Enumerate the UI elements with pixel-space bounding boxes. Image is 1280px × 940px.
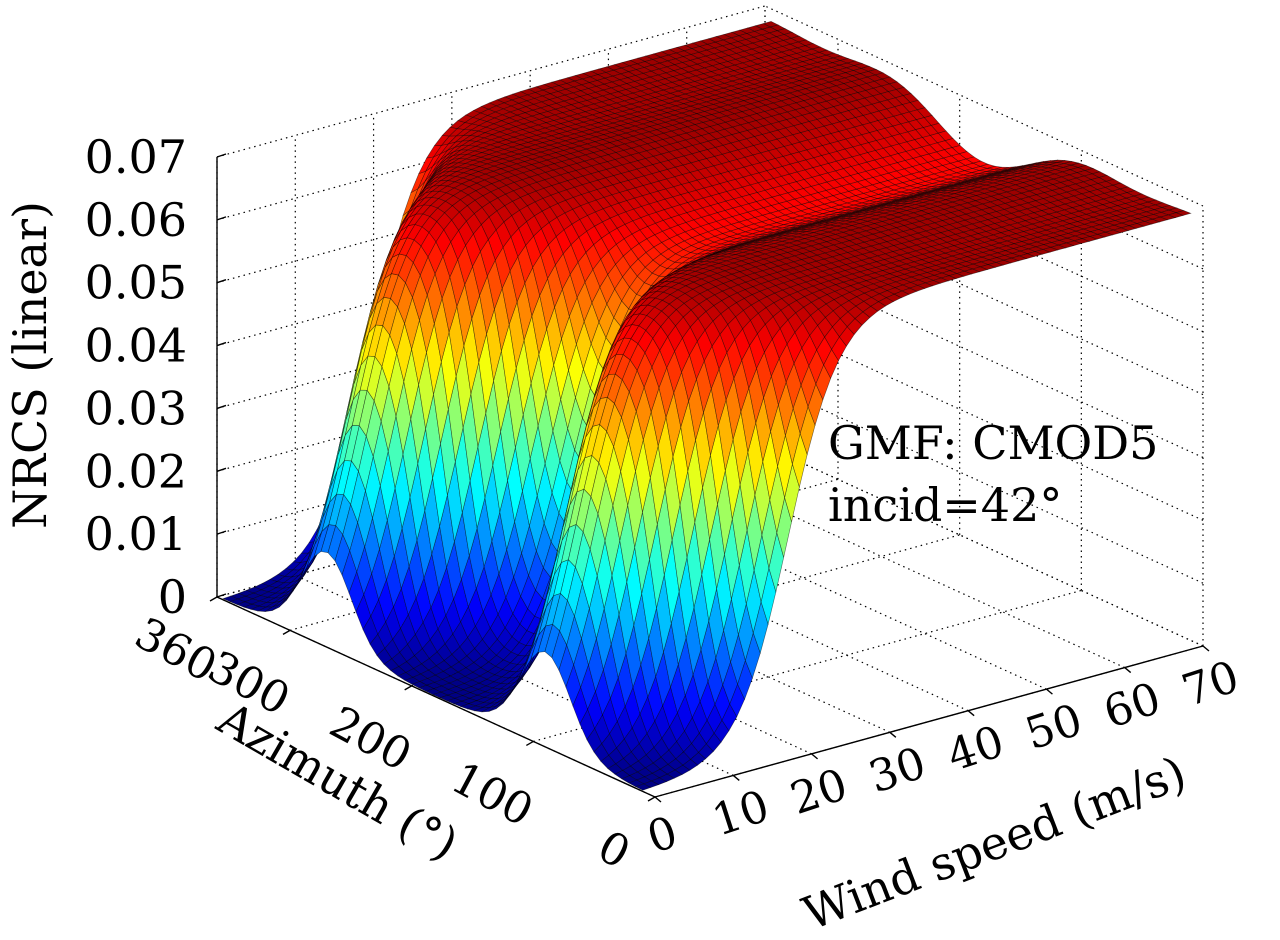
y-tick-mark (525, 740, 534, 747)
z-tick-mark (216, 341, 227, 347)
z-tick-label: 0.07 (85, 130, 187, 184)
x-tick-label: 40 (941, 716, 1010, 782)
x-tick-mark (967, 710, 975, 717)
back-wall-grid-line (216, 5, 766, 158)
annotation-gmf: GMF: CMOD5 (828, 416, 1158, 470)
annotation-incidence: incid=42° (828, 478, 1062, 532)
y-tick-mark (282, 629, 291, 635)
x-tick-mark (732, 774, 740, 781)
z-tick-label: 0.03 (85, 381, 187, 435)
y-tick-mark (209, 596, 218, 602)
y-tick-mark (647, 796, 656, 802)
z-tick-label: 0.02 (85, 444, 187, 498)
x-tick-label: 60 (1098, 673, 1167, 739)
surface-facet (494, 246, 511, 290)
x-tick-label: 0 (641, 807, 683, 864)
x-tick-label: 20 (785, 759, 854, 825)
surface-facet (532, 254, 548, 297)
z-tick-mark (216, 467, 227, 472)
z-tick-mark (216, 279, 227, 284)
z-tick-label: 0 (158, 570, 187, 624)
x-tick-mark (1045, 688, 1053, 695)
z-tick-mark (216, 404, 227, 410)
y-tick-label: 0 (589, 821, 638, 879)
z-tick-label: 0.06 (85, 193, 187, 247)
x-tick-label: 10 (706, 781, 775, 847)
z-tick-mark (216, 530, 227, 535)
x-tick-mark (654, 796, 662, 803)
x-tick-label: 50 (1019, 694, 1088, 760)
surface-layer (222, 21, 1192, 791)
x-tick-mark (1124, 667, 1132, 674)
z-tick-label: 0.05 (85, 256, 187, 310)
z-tick-label: 0.04 (85, 319, 187, 373)
z-tick-mark (216, 593, 227, 598)
surface-facet (517, 244, 534, 284)
x-tick-label: 70 (1176, 651, 1245, 717)
x-tick-mark (889, 731, 897, 738)
x-tick-mark (811, 753, 819, 760)
x-axis-label: Wind speed (m/s) (796, 745, 1194, 935)
z-tick-mark (216, 153, 227, 158)
y-tick-mark (404, 685, 413, 691)
x-tick-label: 30 (863, 738, 932, 804)
z-tick-mark (216, 216, 227, 221)
right-wall-grid-line (764, 445, 1204, 647)
z-axis-label: NRCS (linear) (3, 201, 57, 529)
z-tick-label: 0.01 (85, 507, 187, 561)
x-tick-mark (1202, 645, 1210, 652)
